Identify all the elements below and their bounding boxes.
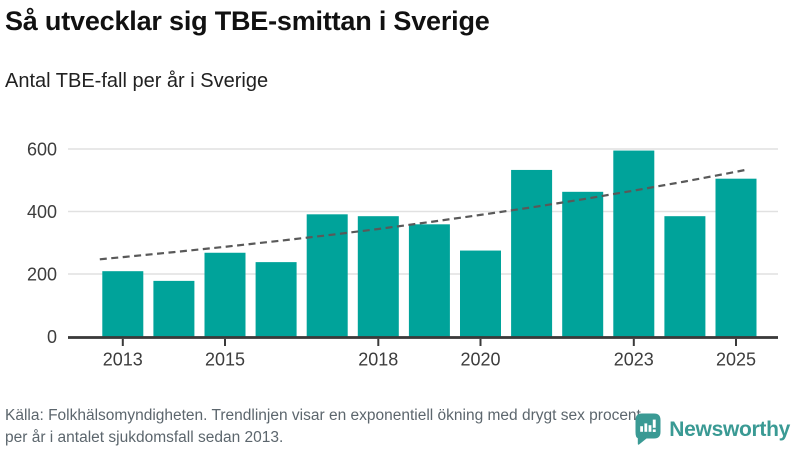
bar-2023: [613, 150, 655, 338]
bar-2024: [664, 216, 706, 338]
chart-canvas: 0 200 400 600 2013 2015 2018 2020 2023 2025: [27, 140, 778, 370]
bar-2021: [511, 169, 553, 338]
bar-2020: [460, 250, 501, 338]
newsworthy-brand-name: Newsworthy: [669, 417, 790, 441]
chart-subtitle: Antal TBE-fall per år i Sverige: [5, 70, 269, 92]
bar-2017: [306, 214, 348, 338]
x-axis-label-2025: 2025: [716, 350, 756, 370]
y-axis-label-200: 200: [27, 265, 57, 285]
bar-2016: [255, 262, 297, 338]
bar-2018: [357, 216, 399, 338]
x-axis-label-2018: 2018: [358, 350, 398, 370]
x-axis-label-2020: 2020: [460, 350, 500, 370]
tbe-bar-chart: 0 200 400 600 2013 2015 2018 2020 2023 2025: [0, 130, 800, 375]
bar-2014: [153, 280, 195, 338]
x-axis-label-2023: 2023: [614, 350, 654, 370]
newsworthy-logo-icon: [634, 413, 662, 446]
x-axis-line: [68, 336, 778, 339]
x-axis-label-2015: 2015: [205, 350, 245, 370]
bar-2019: [408, 224, 450, 338]
y-axis-label-0: 0: [47, 327, 57, 347]
bar-2015: [204, 252, 246, 338]
source-note: Källa: Folkhälsomyndigheten. Trendlinjen…: [5, 407, 641, 446]
chart-title: Så utvecklar sig TBE-smittan i Sverige: [5, 6, 490, 36]
bar-2022: [562, 191, 604, 338]
x-axis-label-2013: 2013: [103, 350, 143, 370]
y-axis-label-400: 400: [27, 202, 57, 222]
bar-2025: [715, 178, 757, 338]
newsworthy-brand: Newsworthy: [634, 413, 790, 446]
bar-2013: [102, 271, 144, 338]
y-axis-label-600: 600: [27, 140, 57, 160]
